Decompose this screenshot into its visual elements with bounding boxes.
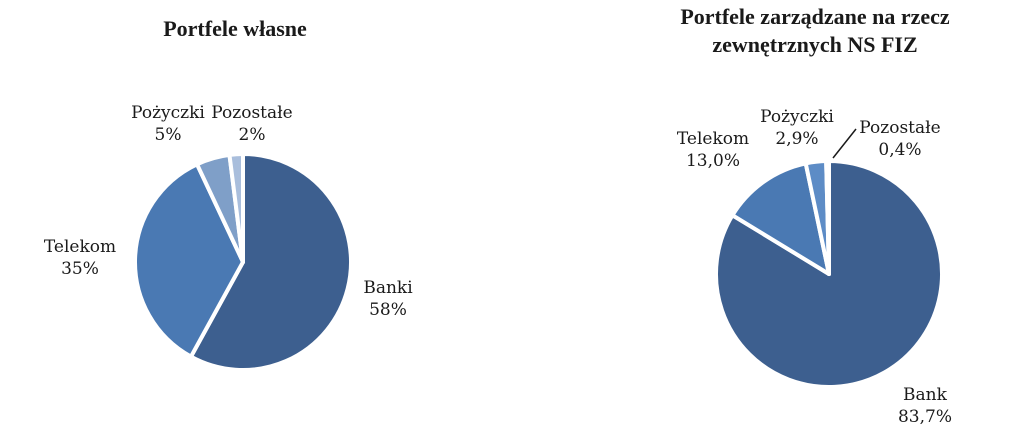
chart-title-managed-portfolios: Portfele zarządzane na rzecz zewnętrznyc… <box>680 4 950 57</box>
leader-line-pozostale <box>832 128 857 159</box>
slice-label-banki: Banki <box>363 278 413 298</box>
slice-value-bank: 83,7% <box>898 407 952 427</box>
slice-value-pozyczki: 5% <box>155 125 182 145</box>
pie-slice-pozostale <box>824 159 831 276</box>
slice-value-pozyczki: 2,9% <box>775 129 818 149</box>
pie-slice-telekom <box>133 162 245 359</box>
slice-label-telekom: Telekom <box>44 237 116 257</box>
pie-slice-banki <box>188 152 353 372</box>
pie-slice-telekom <box>730 161 831 276</box>
slice-label-pozyczki: Pożyczki <box>131 103 205 123</box>
pie-slice-bank <box>714 159 944 389</box>
pie-slice-pozostale <box>227 151 245 264</box>
slice-label-pozostale: Pozostałe <box>859 118 940 138</box>
slice-value-pozostale: 0,4% <box>878 140 921 160</box>
slice-value-banki: 58% <box>369 300 407 320</box>
slice-value-telekom: 35% <box>61 259 99 279</box>
slice-value-pozostale: 2% <box>239 125 266 145</box>
slice-value-telekom: 13,0% <box>686 151 740 171</box>
slice-label-pozostale: Pozostałe <box>211 103 292 123</box>
slice-label-pozyczki: Pożyczki <box>760 107 834 127</box>
chart-title-own-portfolios: Portfele własne <box>163 16 307 41</box>
slice-label-bank: Bank <box>903 385 948 405</box>
slice-label-telekom: Telekom <box>677 129 749 149</box>
